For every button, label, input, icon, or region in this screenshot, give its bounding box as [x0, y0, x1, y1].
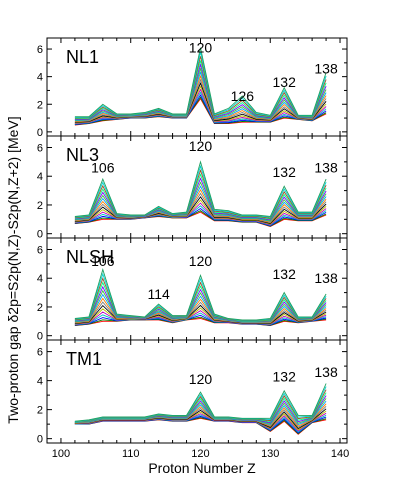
- peak-label: 114: [147, 286, 170, 302]
- series-line: [74, 168, 327, 219]
- peak-label: 120: [189, 138, 213, 154]
- peak-label: 132: [273, 266, 297, 282]
- y-tick-label: 4: [37, 273, 43, 285]
- series-line: [74, 383, 327, 422]
- panel-label: NL1: [66, 47, 99, 67]
- series-line: [74, 185, 327, 222]
- peak-label: 126: [231, 88, 255, 104]
- y-tick-label: 0: [37, 331, 43, 343]
- y-tick-label: 4: [37, 171, 43, 183]
- series-line: [74, 293, 327, 323]
- y-tick-label: 0: [37, 434, 43, 446]
- series-line: [74, 164, 327, 218]
- x-tick-label: 100: [52, 448, 70, 460]
- panel-tm1: 0 2 4 6 TM1 120 132 138: [37, 339, 348, 446]
- y-tick-label: 4: [37, 376, 43, 388]
- peak-label: 132: [273, 164, 297, 180]
- series-line: [74, 289, 327, 323]
- y-tick-label: 6: [37, 142, 43, 154]
- series-line: [74, 47, 327, 118]
- y-tick-label: 4: [37, 72, 43, 84]
- y-tick-label: 6: [37, 44, 43, 56]
- y-tick-label: 2: [37, 405, 43, 417]
- series-line: [74, 56, 327, 119]
- y-tick-label: 6: [37, 347, 43, 359]
- peak-label: 138: [314, 270, 338, 286]
- peak-label: 138: [314, 60, 338, 76]
- series-line: [74, 272, 327, 321]
- x-tick-label: 130: [261, 448, 279, 460]
- x-tick-label: 110: [122, 448, 140, 460]
- series-line: [74, 66, 327, 121]
- series-line: [74, 160, 327, 217]
- y-tick-label: 0: [37, 229, 43, 241]
- panel-label: TM1: [66, 349, 102, 369]
- series-line: [74, 51, 327, 118]
- peak-label: 120: [189, 40, 213, 56]
- peak-label: 138: [314, 160, 338, 176]
- panel-nl1: 0 2 4 6 NL1 120 126 132 138: [37, 37, 348, 139]
- peak-label: 106: [91, 160, 115, 176]
- panel-label: NL3: [66, 145, 99, 165]
- x-axis-label: Proton Number Z: [148, 460, 256, 476]
- y-tick-label: 0: [37, 127, 43, 139]
- peak-label: 132: [273, 74, 297, 90]
- peak-label: 120: [189, 253, 213, 269]
- y-tick-label: 6: [37, 244, 43, 256]
- series-line: [74, 297, 327, 323]
- series-line: [74, 268, 327, 321]
- series-line: [74, 277, 327, 322]
- y-tick-label: 2: [37, 99, 43, 111]
- x-tick-label: 140: [331, 448, 349, 460]
- peak-label: 132: [273, 368, 297, 384]
- x-axis: 100 110 120 130 140: [52, 448, 349, 460]
- y-tick-label: 2: [37, 200, 43, 212]
- series-line: [74, 301, 327, 324]
- y-axis-label: Two-proton gap δ2p=S2p(N,Z)-S2p(N,Z+2) […: [5, 116, 21, 423]
- series-line: [74, 285, 327, 322]
- series-line: [74, 307, 327, 325]
- series-line: [74, 177, 327, 221]
- y-tick-label: 2: [37, 302, 43, 314]
- x-tick-label: 120: [191, 448, 209, 460]
- peak-label: 120: [189, 371, 213, 387]
- peak-label: 106: [91, 253, 115, 269]
- panel-label: NLSH: [66, 247, 114, 267]
- series-line: [74, 281, 327, 322]
- peak-label: 138: [314, 364, 338, 380]
- panel-frame: [46, 339, 348, 444]
